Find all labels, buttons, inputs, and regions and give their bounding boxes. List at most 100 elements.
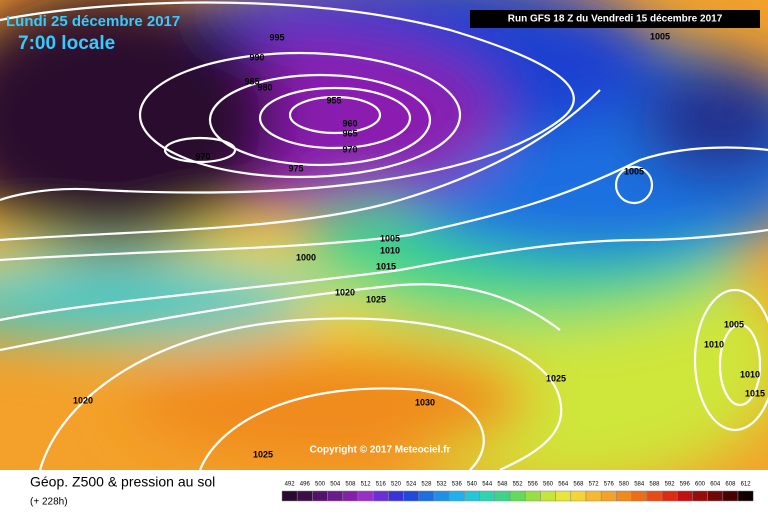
isobar-label: 1005 (624, 166, 644, 176)
legend-label: 600 (695, 482, 706, 488)
isobar-label: 985 (244, 76, 259, 86)
isobar-label: 955 (326, 95, 341, 105)
run-label: Run GFS 18 Z du Vendredi 15 décembre 201… (508, 14, 723, 25)
legend-label: 504 (330, 482, 341, 488)
legend-label: 500 (315, 482, 326, 488)
footer-title: Géop. Z500 & pression au sol (30, 474, 215, 490)
legend-swatch (327, 490, 344, 502)
isobar-line (138, 51, 462, 179)
isobar-label: 1005 (724, 319, 744, 329)
legend-label: 608 (725, 482, 736, 488)
isobar-label: 970 (342, 144, 357, 154)
legend-label: 508 (345, 482, 356, 488)
legend-swatch (494, 490, 511, 502)
legend-label: 520 (391, 482, 402, 488)
legend-swatch (524, 490, 541, 502)
run-box (470, 10, 760, 28)
isobar-label: 1005 (650, 31, 670, 41)
footer-lead: (+ 228h) (30, 497, 68, 508)
legend-label: 580 (619, 482, 630, 488)
isobars (0, 1, 768, 471)
isobar-line (614, 165, 654, 205)
copyright: Copyright © 2017 Meteociel.fr (310, 445, 451, 456)
legend-swatch (357, 490, 374, 502)
legend-label: 540 (467, 482, 478, 488)
isobar-line (288, 95, 382, 135)
isobar-label: 1010 (380, 245, 400, 255)
legend-label: 612 (741, 482, 752, 488)
legend-label: 512 (361, 482, 372, 488)
legend-label: 572 (589, 482, 600, 488)
legend-swatch (296, 490, 313, 502)
isobar-label: 975 (288, 163, 303, 173)
legend-swatch (616, 490, 632, 502)
isobar-line (258, 86, 412, 150)
legend-label: 596 (680, 482, 691, 488)
legend-label: 584 (634, 482, 645, 488)
legend-swatch (737, 490, 754, 502)
legend-swatch (464, 490, 480, 502)
legend-swatch (540, 490, 556, 502)
legend-swatch (707, 490, 724, 502)
legend-label: 532 (437, 482, 448, 488)
isobar-line (198, 387, 485, 471)
legend-label: 560 (543, 482, 554, 488)
isobar-line (718, 323, 762, 407)
legend-swatch (676, 490, 693, 502)
legend-swatch (585, 490, 602, 502)
legend-label: 528 (421, 482, 432, 488)
isobar-label: 1025 (366, 294, 386, 304)
isobar-label: 980 (257, 82, 272, 92)
legend-swatch (509, 490, 526, 502)
isobar-label: 1030 (415, 397, 435, 407)
legend-swatch (418, 490, 435, 502)
legend-swatch (479, 490, 496, 502)
legend-label: 568 (573, 482, 584, 488)
isobar-label: 970 (195, 151, 210, 161)
date-label: Lundi 25 décembre 2017 (6, 13, 180, 30)
legend-swatch (692, 490, 708, 502)
legend-label: 592 (665, 482, 676, 488)
isobar-label: 1025 (546, 373, 566, 383)
legend-swatch (661, 490, 678, 502)
legend-swatch (722, 490, 739, 502)
legend-swatch (403, 490, 420, 502)
legend-label: 564 (558, 482, 569, 488)
geopotential-field (0, 0, 768, 490)
isobar-label: 1015 (376, 261, 396, 271)
isobar-label: 1010 (740, 369, 760, 379)
legend-swatch (555, 490, 572, 502)
isobar-label: 1025 (253, 449, 273, 459)
isobar-label: 960 (342, 118, 357, 128)
legend-swatch (600, 490, 617, 502)
isobar-label: 965 (342, 128, 357, 138)
legend-label: 536 (452, 482, 463, 488)
legend-swatch (631, 490, 648, 502)
isobar-label: 1020 (335, 287, 355, 297)
legend-label: 588 (649, 482, 660, 488)
isobar-line (693, 288, 768, 432)
legend-swatch (312, 490, 328, 502)
legend-swatch (281, 490, 298, 502)
time-label: 7:00 locale (18, 33, 115, 54)
isobar-label: 1015 (745, 388, 765, 398)
legend-label: 492 (285, 482, 296, 488)
isobar-label: 995 (269, 32, 284, 42)
isobar-label: 1005 (380, 233, 400, 243)
legend-swatch (570, 490, 587, 502)
legend-label: 576 (604, 482, 615, 488)
isobar-label: 1020 (73, 395, 93, 405)
isobar-line (163, 136, 237, 164)
isobar-label: 1000 (296, 252, 316, 262)
legend-label: 552 (513, 482, 524, 488)
isobar-line (0, 146, 768, 262)
isobar-line (38, 317, 563, 471)
legend-label: 544 (482, 482, 493, 488)
legend-label: 496 (300, 482, 311, 488)
legend-label: 524 (406, 482, 417, 488)
isobar-line (0, 283, 561, 352)
legend-swatch (372, 490, 389, 502)
isobar-label: 1010 (704, 339, 724, 349)
